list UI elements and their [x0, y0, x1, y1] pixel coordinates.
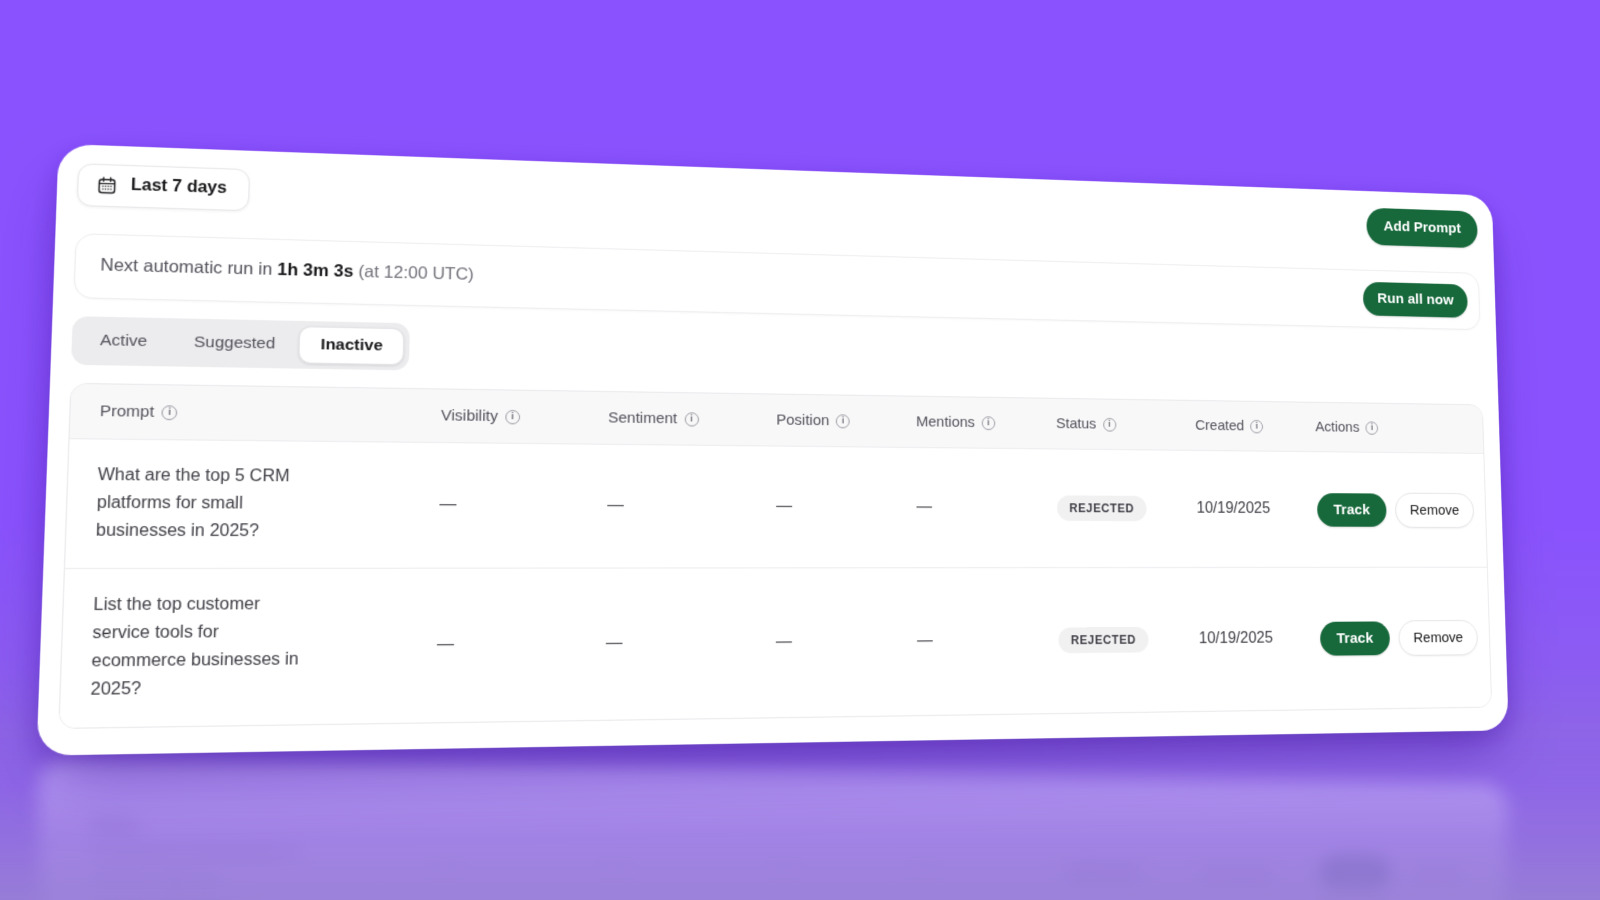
status-cell: REJECTED: [1056, 495, 1197, 522]
column-header-visibility: Visibility: [441, 407, 608, 427]
column-header-mentions: Mentions: [916, 414, 1056, 432]
visibility-value: —: [436, 636, 455, 655]
position-value: —: [776, 498, 793, 516]
info-icon[interactable]: [981, 416, 996, 431]
calendar-icon: [96, 175, 118, 195]
column-label: Prompt: [99, 402, 155, 422]
status-badge: REJECTED: [1056, 495, 1147, 522]
tab-suggested[interactable]: Suggested: [171, 323, 297, 364]
prompts-panel: Last 7 days Add Prompt Next automatic ru…: [36, 143, 1509, 756]
column-header-status: Status: [1056, 416, 1195, 434]
mentions-value: —: [916, 498, 933, 516]
actions-cell: Track Remove: [1319, 619, 1479, 657]
column-label: Position: [776, 411, 830, 430]
track-button[interactable]: Track: [1316, 492, 1387, 527]
mentions-value: —: [917, 632, 933, 650]
date-range-label: Last 7 days: [130, 176, 228, 198]
position-value: —: [775, 633, 792, 652]
column-header-created: Created: [1195, 418, 1316, 436]
column-header-position: Position: [776, 412, 916, 431]
run-all-now-button[interactable]: Run all now: [1362, 281, 1468, 318]
column-label: Created: [1195, 417, 1245, 435]
column-header-actions: Actions: [1315, 419, 1460, 437]
info-icon[interactable]: [505, 409, 520, 425]
next-run-prefix: Next automatic run in: [100, 256, 273, 280]
status-badge: REJECTED: [1058, 627, 1149, 654]
status-tabs: Active Suggested Inactive: [71, 315, 410, 371]
panel-toolbar: Last 7 days Add Prompt: [76, 163, 1478, 249]
tab-active[interactable]: Active: [77, 321, 170, 361]
track-button[interactable]: Track: [1319, 621, 1390, 656]
info-icon[interactable]: [684, 412, 699, 427]
created-date: 10/19/2025: [1198, 630, 1274, 648]
next-run-countdown: 1h 3m 3s: [277, 260, 354, 282]
prompt-text: What are the top 5 CRM platforms for sma…: [95, 466, 290, 541]
next-run-bar: Next automatic run in 1h 3m 3s (at 12:00…: [73, 232, 1481, 330]
column-label: Mentions: [916, 413, 975, 432]
remove-button[interactable]: Remove: [1394, 492, 1475, 528]
next-run-suffix: (at 12:00 UTC): [358, 262, 474, 285]
status-cell: REJECTED: [1058, 627, 1199, 654]
column-header-prompt: Prompt: [100, 403, 442, 425]
info-icon[interactable]: [161, 405, 178, 421]
column-label: Actions: [1315, 419, 1360, 436]
table-row: List the top customer service tools for …: [59, 567, 1492, 729]
add-prompt-button[interactable]: Add Prompt: [1366, 207, 1478, 248]
created-date: 10/19/2025: [1196, 500, 1271, 518]
prompts-table: Prompt Visibility Sentiment Position Men…: [58, 383, 1493, 730]
remove-button[interactable]: Remove: [1397, 619, 1479, 656]
reflection-fade-overlay: [0, 738, 1600, 900]
actions-cell: Track Remove: [1316, 492, 1475, 528]
table-row: What are the top 5 CRM platforms for sma…: [65, 439, 1487, 569]
column-label: Visibility: [440, 407, 499, 426]
info-icon[interactable]: [1250, 419, 1264, 434]
column-label: Status: [1056, 415, 1097, 433]
info-icon[interactable]: [1365, 421, 1379, 435]
info-icon[interactable]: [836, 414, 851, 429]
next-run-text: Next automatic run in 1h 3m 3s (at 12:00…: [100, 256, 474, 285]
date-range-button[interactable]: Last 7 days: [76, 163, 251, 212]
sentiment-value: —: [605, 634, 623, 653]
prompt-text: List the top customer service tools for …: [90, 595, 299, 700]
tab-inactive[interactable]: Inactive: [298, 325, 405, 366]
column-label: Sentiment: [608, 409, 678, 428]
info-icon[interactable]: [1102, 417, 1116, 432]
column-header-sentiment: Sentiment: [608, 410, 776, 429]
sentiment-value: —: [607, 497, 624, 515]
visibility-value: —: [439, 496, 457, 514]
